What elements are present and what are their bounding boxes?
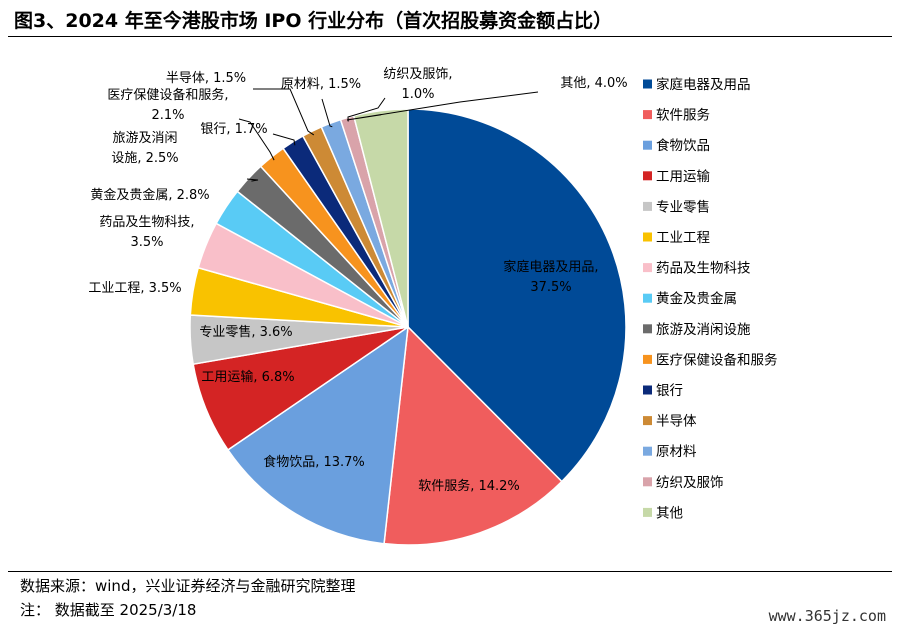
legend-label: 旅游及消闲设施: [656, 322, 751, 338]
legend-swatch: [643, 171, 652, 181]
legend-swatch: [643, 232, 652, 242]
legend-swatch: [643, 507, 652, 517]
slice-label: 工业工程, 3.5%: [88, 281, 181, 296]
leader-line: [272, 133, 296, 146]
legend-label: 专业零售: [656, 199, 710, 215]
legend-swatch: [643, 110, 652, 120]
legend-label: 其他: [656, 505, 683, 521]
slice-label: 家庭电器及用品, 37.5%: [503, 259, 598, 295]
slice-label: 其他, 4.0%: [560, 76, 627, 91]
leader-line: [347, 97, 386, 122]
pie-slice: [383, 325, 563, 546]
legend-label: 工业工程: [656, 230, 710, 246]
slice-label: 专业零售, 3.6%: [199, 324, 292, 340]
legend: 家庭电器及用品软件服务食物饮品工用运输专业零售工业工程药品及生物科技黄金及贵金属…: [643, 76, 778, 521]
slice-label: 黄金及贵金属, 2.8%: [90, 187, 209, 203]
leader-line: [321, 98, 333, 128]
legend-swatch: [643, 446, 652, 456]
legend-label: 银行: [656, 383, 683, 399]
legend-label: 原材料: [656, 444, 697, 460]
pie-slice: [226, 325, 409, 545]
title-rule: [8, 36, 892, 37]
legend-swatch: [643, 79, 652, 89]
legend-label: 药品及生物科技: [656, 261, 751, 277]
slice-label: 食物饮品, 13.7%: [263, 454, 365, 470]
slice-label: 药品及生物科技, 3.5%: [99, 215, 194, 250]
leader-line: [246, 178, 259, 182]
date-note: 注： 数据截至 2025/3/18: [20, 601, 197, 619]
legend-swatch: [643, 140, 652, 150]
slice-label: 银行, 1.7%: [200, 122, 267, 137]
source-note: 数据来源：wind，兴业证券经济与金融研究院整理: [20, 577, 356, 595]
legend-swatch: [643, 416, 652, 426]
legend-swatch: [643, 293, 652, 303]
legend-label: 工用运输: [656, 169, 710, 185]
pie-slice: [407, 108, 627, 483]
legend-label: 食物饮品: [656, 137, 710, 154]
figure-title: 图3、2024 年至今港股市场 IPO 行业分布（首次招股募资金额占比）: [14, 10, 613, 32]
slice-label: 医疗保健设备和服务, 2.1%: [107, 87, 228, 123]
pie-slice: [352, 108, 409, 328]
legend-label: 纺织及服饰: [656, 475, 724, 491]
legend-swatch: [643, 385, 652, 395]
legend-swatch: [643, 263, 652, 273]
pie-slices: [189, 108, 627, 546]
legend-label: 软件服务: [656, 108, 710, 124]
legend-swatch: [643, 201, 652, 211]
legend-label: 黄金及贵金属: [656, 291, 737, 307]
leader-line: [253, 88, 315, 136]
slice-label: 工用运输, 6.8%: [201, 369, 294, 385]
legend-swatch: [643, 324, 652, 334]
legend-swatch: [643, 354, 652, 364]
slice-label: 纺织及服饰, 1.0%: [383, 67, 452, 102]
legend-label: 医疗保健设备和服务: [656, 351, 778, 368]
leader-line: [346, 91, 539, 121]
leader-lines: [238, 88, 539, 182]
footer-rule: [8, 571, 892, 572]
slice-label: 半导体, 1.5%: [166, 71, 246, 86]
leader-line: [238, 118, 275, 161]
legend-label: 家庭电器及用品: [656, 76, 751, 93]
slice-labels: 家庭电器及用品, 37.5% 软件服务, 14.2% 食物饮品, 13.7% 工用运输,…: [88, 67, 627, 494]
slice-label: 软件服务, 14.2%: [418, 478, 520, 494]
watermark: www.365jz.com: [768, 607, 886, 625]
slice-label: 原材料, 1.5%: [281, 77, 361, 92]
legend-swatch: [643, 477, 652, 487]
slice-label: 旅游及消闲设施, 2.5%: [111, 131, 178, 166]
legend-label: 半导体: [656, 414, 697, 430]
